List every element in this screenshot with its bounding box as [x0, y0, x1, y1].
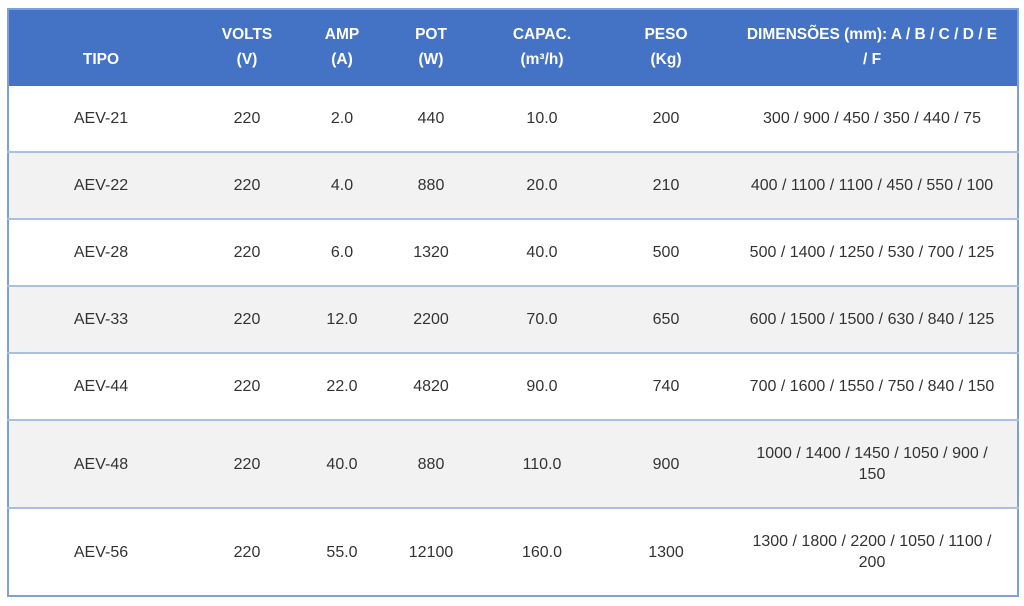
cell-pot: 2200	[383, 285, 479, 353]
cell-tipo: AEV-48	[8, 419, 193, 508]
table-row: AEV-21 220 2.0 440 10.0 200 300 / 900 / 450 / …	[8, 86, 1018, 152]
table-row: AEV-48 220 40.0 880 110.0 900 1000 / 1400 / 14…	[8, 419, 1018, 508]
cell-dimensoes: 700 / 1600 / 1550 / 750 / 840 / 150	[727, 352, 1018, 420]
cell-amp: 2.0	[301, 86, 383, 152]
cell-peso: 200	[605, 86, 727, 152]
column-header-volts: VOLTS (V)	[193, 9, 301, 86]
cell-volts: 220	[193, 151, 301, 219]
cell-tipo: AEV-21	[8, 86, 193, 152]
header-row: TIPO VOLTS (V) AMP (A) POT (W) CAPAC. (m³/h) PESO…	[8, 9, 1018, 86]
column-header-title: AMP	[324, 26, 360, 43]
column-header-pot: POT (W)	[383, 9, 479, 86]
cell-tipo: AEV-56	[8, 507, 193, 596]
cell-volts: 220	[193, 218, 301, 286]
table-row: AEV-44 220 22.0 4820 90.0 740 700 / 1600 / 155…	[8, 352, 1018, 420]
cell-pot: 1320	[383, 218, 479, 286]
column-header-unit: (W)	[418, 51, 444, 68]
table-body: AEV-21 220 2.0 440 10.0 200 300 / 900 / 450 / …	[8, 86, 1018, 596]
cell-pot: 880	[383, 419, 479, 508]
cell-peso: 1300	[605, 507, 727, 596]
column-header-title: DIMENSÕES (mm): A / B / C / D / E	[746, 26, 998, 43]
cell-capac: 20.0	[479, 151, 605, 219]
column-header-title: VOLTS	[221, 26, 273, 43]
column-header-unit: / F	[862, 51, 882, 68]
cell-pot: 12100	[383, 507, 479, 596]
table-row: AEV-56 220 55.0 12100 160.0 1300 1300 / 1800 /…	[8, 507, 1018, 596]
table-row: AEV-33 220 12.0 2200 70.0 650 600 / 1500 / 150…	[8, 285, 1018, 353]
cell-capac: 110.0	[479, 419, 605, 508]
cell-dimensoes: 1300 / 1800 / 2200 / 1050 / 1100 / 200	[727, 507, 1018, 596]
cell-capac: 70.0	[479, 285, 605, 353]
cell-capac: 160.0	[479, 507, 605, 596]
cell-amp: 22.0	[301, 352, 383, 420]
cell-pot: 440	[383, 86, 479, 152]
cell-capac: 40.0	[479, 218, 605, 286]
cell-peso: 500	[605, 218, 727, 286]
cell-dimensoes: 1000 / 1400 / 1450 / 1050 / 900 / 150	[727, 419, 1018, 508]
column-header-tipo: TIPO	[8, 9, 193, 86]
column-header-capac: CAPAC. (m³/h)	[479, 9, 605, 86]
column-header-unit: (A)	[331, 51, 353, 68]
cell-tipo: AEV-28	[8, 218, 193, 286]
column-header-unit: (m³/h)	[520, 51, 564, 68]
cell-capac: 90.0	[479, 352, 605, 420]
table-row: AEV-22 220 4.0 880 20.0 210 400 / 1100 / 1100 …	[8, 151, 1018, 219]
cell-amp: 12.0	[301, 285, 383, 353]
cell-tipo: AEV-44	[8, 352, 193, 420]
table-row: AEV-28 220 6.0 1320 40.0 500 500 / 1400 / 1250…	[8, 218, 1018, 286]
column-header-dimensoes: DIMENSÕES (mm): A / B / C / D / E / F	[727, 9, 1018, 86]
column-header-title: POT	[415, 26, 447, 43]
column-header-unit: (Kg)	[650, 51, 682, 68]
cell-peso: 650	[605, 285, 727, 353]
cell-volts: 220	[193, 507, 301, 596]
cell-capac: 10.0	[479, 86, 605, 152]
cell-pot: 4820	[383, 352, 479, 420]
cell-dimensoes: 400 / 1100 / 1100 / 450 / 550 / 100	[727, 151, 1018, 219]
cell-dimensoes: 500 / 1400 / 1250 / 530 / 700 / 125	[727, 218, 1018, 286]
cell-volts: 220	[193, 352, 301, 420]
cell-volts: 220	[193, 419, 301, 508]
cell-dimensoes: 600 / 1500 / 1500 / 630 / 840 / 125	[727, 285, 1018, 353]
cell-amp: 55.0	[301, 507, 383, 596]
cell-amp: 6.0	[301, 218, 383, 286]
column-header-title: TIPO	[82, 51, 120, 68]
cell-tipo: AEV-33	[8, 285, 193, 353]
column-header-title: CAPAC.	[512, 26, 572, 43]
table-header: TIPO VOLTS (V) AMP (A) POT (W) CAPAC. (m³/h) PESO…	[8, 9, 1018, 86]
cell-amp: 4.0	[301, 151, 383, 219]
spec-table: TIPO VOLTS (V) AMP (A) POT (W) CAPAC. (m³/h) PESO…	[7, 8, 1019, 597]
column-header-title: PESO	[644, 26, 688, 43]
cell-volts: 220	[193, 86, 301, 152]
column-header-amp: AMP (A)	[301, 9, 383, 86]
cell-tipo: AEV-22	[8, 151, 193, 219]
cell-volts: 220	[193, 285, 301, 353]
cell-peso: 210	[605, 151, 727, 219]
column-header-unit: (V)	[236, 51, 258, 68]
cell-peso: 740	[605, 352, 727, 420]
cell-dimensoes: 300 / 900 / 450 / 350 / 440 / 75	[727, 86, 1018, 152]
cell-peso: 900	[605, 419, 727, 508]
cell-pot: 880	[383, 151, 479, 219]
column-header-peso: PESO (Kg)	[605, 9, 727, 86]
cell-amp: 40.0	[301, 419, 383, 508]
